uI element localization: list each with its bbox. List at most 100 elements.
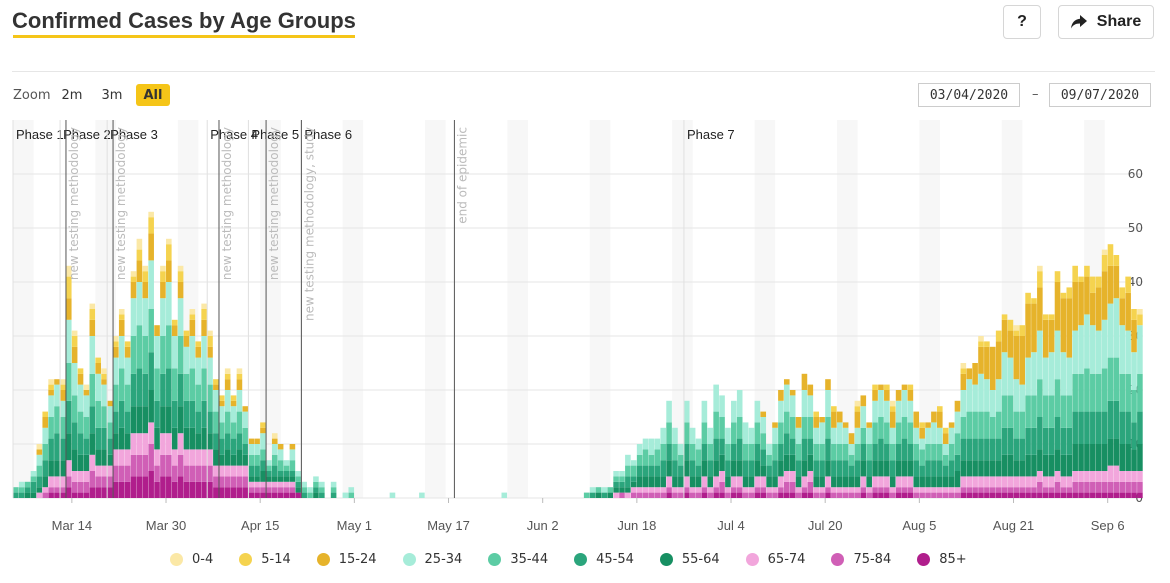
bar-segment-0-4 — [889, 400, 896, 407]
zoom-all-button[interactable]: All — [136, 84, 170, 106]
week-band — [507, 120, 528, 498]
bar-segment-35-44 — [836, 444, 843, 461]
legend-item-75-84[interactable]: 75-84 — [831, 552, 891, 567]
bar-segment-65-74 — [77, 471, 84, 482]
legend-item-5-14[interactable]: 5-14 — [239, 552, 291, 567]
legend-item-45-54[interactable]: 45-54 — [574, 552, 634, 567]
bar-segment-45-54 — [884, 444, 890, 461]
zoom-2m-button[interactable]: 2m — [61, 87, 83, 103]
bar-segment-55-64 — [36, 487, 43, 493]
legend-item-25-34[interactable]: 25-34 — [402, 552, 462, 567]
date-from-input[interactable]: 03/04/2020 — [918, 83, 1020, 107]
legend-item-15-24[interactable]: 15-24 — [316, 552, 377, 567]
legend-item-55-64[interactable]: 55-64 — [659, 552, 720, 567]
bar-segment-5-14 — [130, 276, 137, 282]
bar-segment-35-44 — [984, 411, 990, 439]
y-tick-label: 60 — [1128, 167, 1143, 181]
bar-segment-55-64 — [942, 476, 949, 488]
bar-segment-15-24 — [789, 390, 796, 396]
legend-item-65-74[interactable]: 65-74 — [745, 552, 805, 567]
bar-segment-55-64 — [1031, 454, 1037, 477]
bar-segment-15-24 — [901, 384, 908, 390]
bar-segment-5-14 — [1019, 325, 1025, 336]
y-tick-label: 50 — [1128, 221, 1143, 235]
bar-segment-25-34 — [807, 395, 814, 417]
bar-segment-15-24 — [783, 379, 790, 385]
help-button[interactable]: ? — [1003, 5, 1041, 39]
bar-segment-35-44 — [236, 411, 243, 434]
bar-segment-55-64 — [242, 454, 249, 466]
legend-item-0-4[interactable]: 0-4 — [170, 552, 213, 567]
bar-segment-65-74 — [1060, 476, 1067, 488]
bar-segment-55-64 — [295, 487, 302, 493]
date-to-input[interactable]: 09/07/2020 — [1049, 83, 1151, 107]
bar-segment-35-44 — [1048, 395, 1055, 428]
zoom-3m-button[interactable]: 3m — [101, 87, 123, 103]
bar-segment-55-64 — [919, 476, 925, 488]
legend-swatch — [745, 553, 759, 566]
bar-segment-15-24 — [171, 325, 178, 336]
bar-segment-35-44 — [1031, 395, 1037, 428]
bar-segment-25-34 — [1031, 352, 1037, 396]
bar-segment-25-34 — [201, 336, 207, 369]
bar-segment-75-84 — [166, 454, 172, 477]
bar-segment-35-44 — [242, 427, 249, 444]
bar-segment-85+ — [166, 476, 172, 498]
bar-segment-75-84 — [1101, 481, 1108, 493]
legend-item-35-44[interactable]: 35-44 — [488, 552, 548, 567]
bar-segment-25-34 — [313, 476, 319, 482]
legend-swatch — [659, 553, 673, 566]
legend-swatch — [170, 553, 183, 566]
bar-segment-15-24 — [166, 260, 172, 282]
bar-segment-65-74 — [942, 487, 949, 493]
bar-segment-25-34 — [65, 319, 72, 363]
bar-segment-35-44 — [277, 460, 284, 471]
event-label: new testing methodology — [67, 127, 81, 280]
bar-segment-45-54 — [83, 438, 90, 455]
bar-segment-45-54 — [866, 460, 872, 477]
bar-segment-15-24 — [972, 363, 978, 385]
bar-segment-35-44 — [1019, 411, 1025, 439]
bar-segment-25-34 — [1013, 379, 1020, 412]
legend-item-85+[interactable]: 85+ — [917, 552, 967, 567]
bar-segment-25-34 — [207, 357, 213, 385]
legend-label: 5-14 — [261, 552, 291, 567]
bar-segment-75-84 — [107, 476, 113, 488]
bar-segment-15-24 — [236, 379, 243, 390]
bar-segment-25-34 — [83, 395, 90, 417]
bar-segment-65-74 — [995, 476, 1002, 488]
bar-segment-75-84 — [801, 487, 808, 493]
bar-segment-55-64 — [83, 454, 90, 471]
bar-segment-25-34 — [289, 449, 296, 461]
bar-segment-55-64 — [1078, 444, 1084, 471]
bar-segment-25-34 — [36, 454, 43, 466]
bar-segment-75-84 — [813, 492, 820, 498]
bar-segment-65-74 — [136, 433, 143, 455]
bar-segment-85+ — [901, 492, 908, 498]
bar-segment-45-54 — [166, 368, 172, 407]
bar-segment-35-44 — [54, 406, 60, 434]
share-button[interactable]: Share — [1058, 5, 1154, 39]
bar-segment-15-24 — [1037, 287, 1043, 331]
bar-segment-65-74 — [772, 487, 778, 493]
week-band — [836, 120, 858, 498]
bar-segment-0-4 — [130, 271, 137, 277]
bar-segment-15-24 — [218, 400, 225, 407]
bar-segment-35-44 — [1007, 395, 1014, 428]
bar-segment-65-74 — [660, 487, 666, 493]
week-band — [13, 120, 34, 498]
bar-segment-35-44 — [854, 444, 861, 461]
bar-segment-55-64 — [872, 460, 878, 477]
legend-swatch — [402, 553, 416, 566]
x-tick-label: May 1 — [337, 518, 372, 533]
bar-segment-25-34 — [995, 379, 1002, 412]
bar-segment-75-84 — [884, 487, 890, 493]
bar-segment-15-24 — [142, 282, 149, 299]
bar-segment-55-64 — [748, 476, 755, 488]
bar-segment-65-74 — [201, 449, 207, 466]
bar-segment-55-64 — [71, 449, 78, 471]
bar-segment-85+ — [248, 492, 255, 498]
bar-segment-65-74 — [713, 476, 719, 488]
bar-segment-55-64 — [713, 460, 719, 477]
bar-segment-85+ — [260, 492, 266, 498]
